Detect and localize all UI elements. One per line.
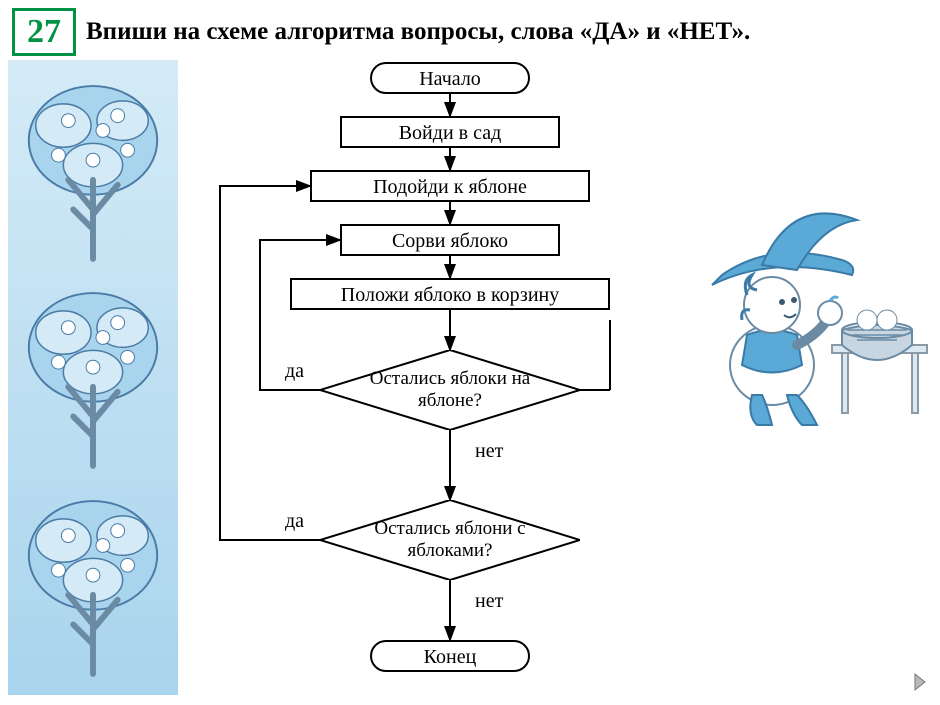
- flow-decision-trees-left-label: Остались яблони сяблоками?: [320, 500, 580, 580]
- edge-label-yes-2: да: [285, 510, 304, 533]
- flow-step-pick-apple: Сорви яблоко: [340, 224, 560, 256]
- apple-tree-icon: [14, 70, 172, 270]
- flow-start: Начало: [370, 62, 530, 94]
- apple-tree-icon: [14, 277, 172, 477]
- trees-illustration: [8, 60, 178, 695]
- edge-label-no-1: нет: [475, 440, 503, 463]
- task-title: Впиши на схеме алгоритма вопросы, слова …: [86, 18, 750, 46]
- edge-label-no-2: нет: [475, 590, 503, 613]
- task-number-badge: 27: [12, 8, 76, 56]
- edge-label-yes-1: да: [285, 360, 304, 383]
- next-slide-icon[interactable]: [910, 672, 930, 697]
- flow-decision-trees-left: Остались яблони сяблоками?: [320, 500, 580, 580]
- character-illustration: [702, 180, 932, 430]
- flow-decision-apples-left-label: Остались яблоки наяблоне?: [320, 350, 580, 430]
- header: 27 Впиши на схеме алгоритма вопросы, сло…: [0, 0, 940, 64]
- flowchart: Начало Войди в сад Подойди к яблоне Сорв…: [200, 60, 700, 700]
- flow-step-approach-tree: Подойди к яблоне: [310, 170, 590, 202]
- flow-step-enter-garden: Войди в сад: [340, 116, 560, 148]
- flow-decision-apples-left: Остались яблоки наяблоне?: [320, 350, 580, 430]
- flow-step-put-basket: Положи яблоко в корзину: [290, 278, 610, 310]
- apple-tree-icon: [14, 485, 172, 685]
- flow-end: Конец: [370, 640, 530, 672]
